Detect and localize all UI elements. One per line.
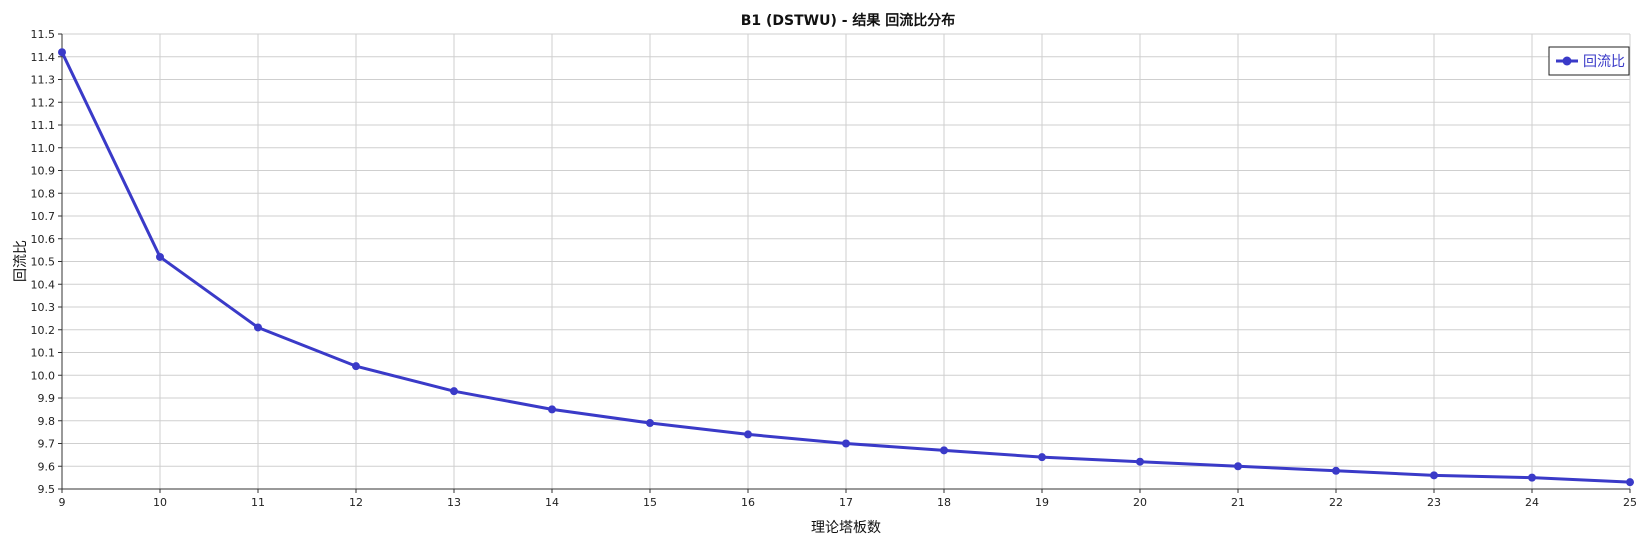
y-tick-label: 10.6 xyxy=(31,233,56,246)
x-tick-label: 10 xyxy=(153,496,167,509)
y-tick-label: 11.5 xyxy=(31,28,56,41)
x-tick-label: 23 xyxy=(1427,496,1441,509)
x-tick-label: 11 xyxy=(251,496,265,509)
data-point[interactable] xyxy=(1332,466,1340,475)
y-tick-label: 11.1 xyxy=(31,119,56,132)
x-tick-label: 24 xyxy=(1525,496,1539,509)
x-tick-label: 17 xyxy=(839,496,853,509)
x-tick-label: 16 xyxy=(741,496,755,509)
x-tick-label: 18 xyxy=(937,496,951,509)
x-tick-label: 14 xyxy=(545,496,559,509)
y-tick-label: 9.6 xyxy=(38,460,56,473)
chart-title: B1 (DSTWU) - 结果 回流比分布 xyxy=(741,12,956,29)
data-point[interactable] xyxy=(1234,462,1242,471)
y-tick-label: 11.0 xyxy=(31,142,56,155)
data-point[interactable] xyxy=(646,419,654,428)
y-tick-label: 10.3 xyxy=(31,301,56,314)
data-point[interactable] xyxy=(1038,453,1046,462)
x-tick-label: 25 xyxy=(1623,496,1637,509)
y-tick-label: 10.9 xyxy=(31,165,56,178)
x-tick-label: 9 xyxy=(59,496,66,509)
legend-marker-icon xyxy=(1562,56,1572,66)
grid xyxy=(61,33,1631,490)
y-tick-label: 9.9 xyxy=(38,392,56,405)
data-point[interactable] xyxy=(548,405,556,414)
series-layer xyxy=(58,48,1634,487)
data-point[interactable] xyxy=(156,252,164,261)
data-point[interactable] xyxy=(352,362,360,371)
y-tick-label: 9.8 xyxy=(38,415,56,428)
data-point[interactable] xyxy=(450,387,458,396)
x-tick-label: 13 xyxy=(447,496,461,509)
y-tick-label: 9.5 xyxy=(38,483,56,496)
data-point[interactable] xyxy=(744,430,752,439)
y-tick-label: 10.2 xyxy=(31,324,56,337)
data-point[interactable] xyxy=(1626,478,1634,487)
y-tick-label: 11.4 xyxy=(31,51,56,64)
x-axis-label: 理论塔板数 xyxy=(811,520,881,536)
data-point[interactable] xyxy=(58,48,66,57)
x-tick-label: 20 xyxy=(1133,496,1147,509)
x-tick-label: 15 xyxy=(643,496,657,509)
x-tick-label: 22 xyxy=(1329,496,1343,509)
y-tick-label: 10.4 xyxy=(31,278,56,291)
x-axis-ticks: 9 10 11 12 13 14 15 16 17 18 19 20 21 22 23 24 25 xyxy=(59,489,1637,509)
data-point[interactable] xyxy=(842,439,850,448)
y-axis-label: 回流比 xyxy=(13,240,29,282)
data-point[interactable] xyxy=(1430,471,1438,480)
y-tick-label: 11.3 xyxy=(31,74,56,87)
y-tick-label: 10.8 xyxy=(31,187,56,200)
data-point[interactable] xyxy=(254,323,262,332)
y-tick-label: 10.0 xyxy=(31,369,56,382)
legend-label: 回流比 xyxy=(1583,54,1625,70)
y-tick-label: 11.2 xyxy=(31,96,56,109)
data-point[interactable] xyxy=(940,446,948,455)
y-tick-label: 9.7 xyxy=(38,438,56,451)
y-tick-label: 10.1 xyxy=(31,347,56,360)
y-tick-label: 10.5 xyxy=(31,256,56,269)
data-point[interactable] xyxy=(1136,457,1144,466)
x-tick-label: 21 xyxy=(1231,496,1245,509)
data-point[interactable] xyxy=(1528,473,1536,482)
y-axis-ticks: 9.5 9.6 9.7 9.8 9.9 10.0 10.1 10.2 10.3 10.4 10.5 1… xyxy=(31,28,62,496)
legend[interactable]: 回流比 xyxy=(1548,46,1630,76)
y-tick-label: 10.7 xyxy=(31,210,56,223)
x-tick-label: 12 xyxy=(349,496,363,509)
x-tick-label: 19 xyxy=(1035,496,1049,509)
